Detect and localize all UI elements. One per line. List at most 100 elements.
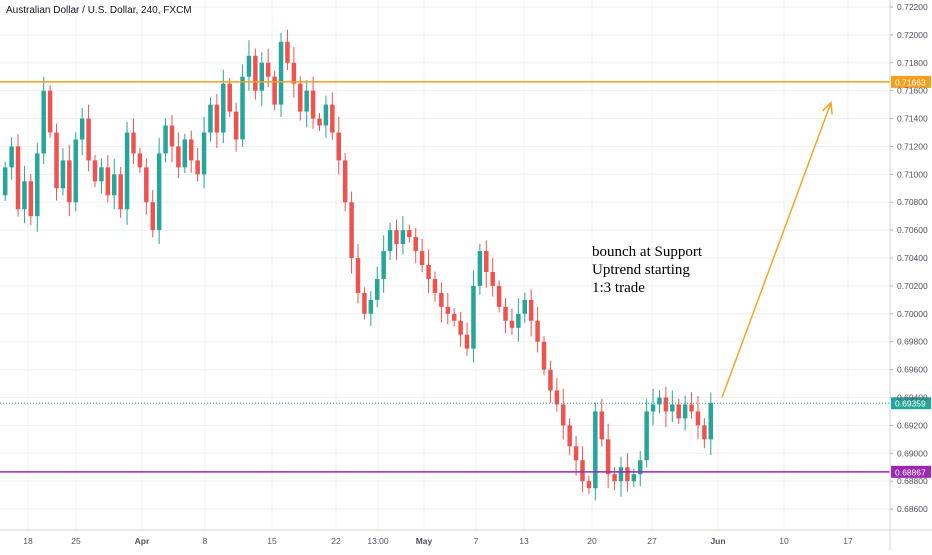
candle-body-49 — [317, 118, 322, 126]
candle-body-1 — [9, 146, 14, 168]
candle-body-42 — [272, 76, 277, 105]
support-level-label: 0.68867 — [895, 467, 926, 477]
candle-body-29 — [188, 139, 194, 161]
chart-title: Australian Dollar / U.S. Dollar, 240, FX… — [6, 5, 192, 16]
x-tick-label-1: 25 — [71, 536, 81, 546]
candle-body-30 — [195, 160, 200, 175]
level-layer: 0.71663 0.69359 0.68867 — [0, 75, 931, 478]
candle-body-68 — [439, 292, 444, 307]
projection-arrow-head — [821, 101, 833, 115]
candle-body-47 — [304, 90, 309, 112]
candle-body-27 — [176, 146, 181, 168]
candle-body-19 — [124, 132, 130, 210]
candle-body-6 — [41, 90, 46, 154]
candle-body-93 — [599, 411, 604, 440]
candle-body-92 — [593, 411, 598, 489]
candle-body-51 — [330, 104, 335, 133]
candle-body-36 — [233, 111, 239, 140]
y-tick-label-3: 0.71600 — [897, 86, 928, 96]
candle-body-16 — [105, 167, 111, 196]
x-tick-label-3: 8 — [203, 536, 208, 546]
candle-body-73 — [471, 285, 476, 349]
support-level-tag — [891, 465, 931, 478]
candle-body-15 — [99, 167, 104, 182]
candle-body-21 — [137, 153, 143, 168]
candle-body-106 — [682, 404, 688, 419]
candle-body-98 — [631, 474, 637, 482]
candle-body-48 — [310, 90, 316, 119]
candle-body-34 — [221, 83, 226, 133]
candle-body-70 — [451, 313, 457, 321]
candle-body-95 — [612, 474, 617, 482]
y-tick-label-17: 0.68800 — [897, 476, 928, 486]
annotation-line-1: Uptrend starting — [592, 262, 690, 278]
candle-body-41 — [265, 62, 271, 77]
candle-body-55 — [355, 258, 361, 293]
current-level-label: 0.69359 — [895, 399, 926, 409]
candle-body-74 — [477, 251, 483, 286]
candle-body-57 — [368, 299, 374, 314]
grid-layer — [0, 0, 890, 530]
candle-body-99 — [637, 460, 643, 475]
candle-body-62 — [400, 230, 406, 245]
candle-body-61 — [394, 230, 399, 245]
candle-body-96 — [618, 467, 624, 482]
candle-body-56 — [362, 292, 367, 314]
projection-arrow-line — [721, 102, 832, 398]
arrow-layer — [721, 101, 833, 398]
candle-body-8 — [54, 132, 59, 189]
x-tick-label-8: 7 — [474, 536, 479, 546]
candle-body-88 — [567, 425, 572, 447]
candle-body-22 — [144, 167, 149, 203]
candle-body-25 — [163, 125, 168, 154]
y-tick-label-5: 0.71200 — [897, 141, 928, 151]
candle-body-0 — [2, 167, 8, 196]
candle-body-54 — [349, 202, 354, 259]
candle-body-101 — [650, 404, 656, 412]
candle-body-44 — [285, 41, 290, 63]
y-tick-label-4: 0.71400 — [897, 114, 928, 124]
y-tick-label-18: 0.68600 — [897, 504, 928, 514]
candle-body-53 — [342, 160, 348, 203]
x-tick-label-9: 13 — [519, 536, 529, 546]
candle-body-83 — [535, 320, 540, 342]
candle-body-109 — [702, 425, 707, 440]
resistance-level-label: 0.71663 — [895, 77, 926, 87]
y-tick-label-7: 0.70800 — [897, 197, 928, 207]
x-tick-label-14: 17 — [843, 536, 853, 546]
candle-body-52 — [336, 132, 342, 161]
y-tick-label-0: 0.72200 — [897, 2, 928, 12]
x-tick-label-5: 22 — [331, 536, 341, 546]
candle-body-50 — [323, 104, 329, 126]
y-tick-label-16: 0.69000 — [897, 448, 928, 458]
x-tick-label-7: May — [416, 536, 433, 546]
candle-body-102 — [657, 397, 662, 405]
candle-body-10 — [67, 160, 72, 203]
candle-body-46 — [298, 83, 303, 112]
y-tick-label-1: 0.72000 — [897, 30, 928, 40]
candle-body-60 — [387, 230, 393, 252]
annotation-layer: bounch at Support Uptrend starting 1:3 tra… — [592, 244, 703, 296]
x-tick-label-0: 18 — [23, 536, 33, 546]
candle-body-71 — [458, 320, 463, 335]
candle-body-20 — [131, 132, 136, 154]
candle-body-100 — [644, 411, 649, 461]
candle-body-91 — [586, 481, 592, 489]
candle-body-38 — [246, 55, 252, 77]
candle-body-11 — [73, 139, 79, 203]
candle-body-85 — [548, 369, 553, 391]
candle-body-33 — [214, 104, 220, 133]
current-level-tag — [891, 397, 931, 410]
candle-body-59 — [381, 251, 386, 279]
x-tick-label-12: Jun — [710, 536, 725, 546]
candle-body-18 — [118, 174, 123, 210]
candle-body-72 — [464, 334, 470, 349]
candle-body-17 — [112, 174, 117, 196]
candle-body-94 — [605, 439, 611, 475]
candle-body-31 — [201, 132, 207, 175]
candle-body-90 — [580, 460, 585, 482]
y-tick-label-10: 0.70200 — [897, 281, 928, 291]
